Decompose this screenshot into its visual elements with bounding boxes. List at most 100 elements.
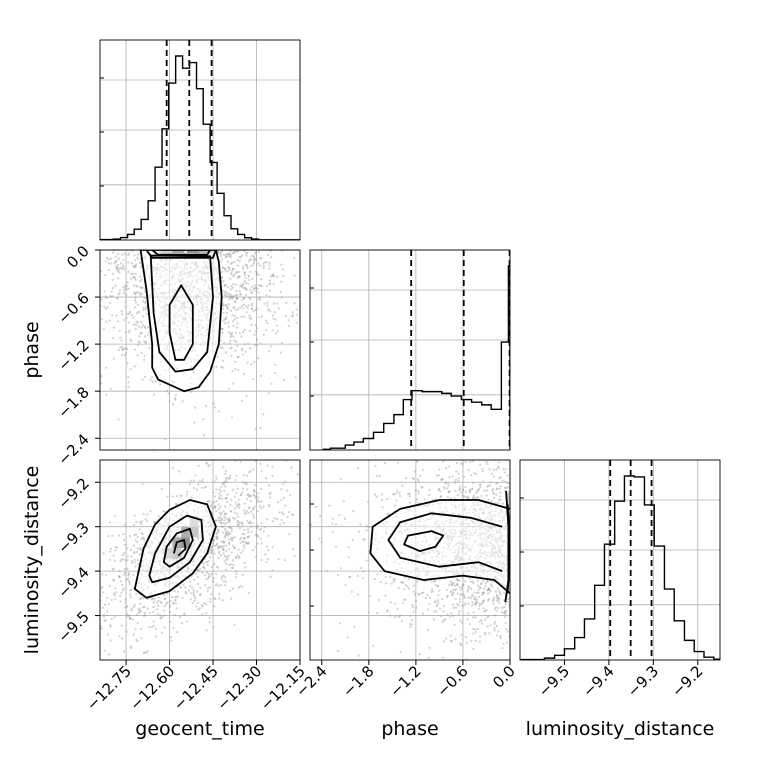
sample-point xyxy=(195,605,198,608)
sample-point xyxy=(237,523,240,527)
sample-point xyxy=(233,546,236,550)
sample-point xyxy=(460,633,463,636)
sample-point xyxy=(239,493,243,496)
sample-point xyxy=(455,588,458,591)
sample-point xyxy=(259,462,262,465)
sample-point xyxy=(384,582,388,585)
sample-point xyxy=(448,491,451,494)
sample-point xyxy=(301,404,303,406)
sample-point xyxy=(256,534,259,537)
sample-point xyxy=(114,598,117,601)
sample-point xyxy=(283,559,287,562)
sample-point xyxy=(193,421,196,424)
sample-point xyxy=(233,251,236,254)
x-tick-label: −9.3 xyxy=(624,662,662,700)
sample-point xyxy=(130,588,133,591)
sample-point xyxy=(143,651,146,654)
sample-point xyxy=(417,501,420,504)
sample-point xyxy=(183,612,186,615)
sample-point xyxy=(437,488,441,491)
sample-point xyxy=(468,623,471,626)
sample-point xyxy=(163,604,166,608)
sample-point xyxy=(245,542,249,545)
sample-point xyxy=(499,485,502,488)
sample-point xyxy=(229,262,232,265)
sample-point xyxy=(130,555,133,558)
sample-point xyxy=(203,602,206,605)
sample-point xyxy=(224,536,227,539)
sample-point xyxy=(208,586,212,589)
sample-point xyxy=(240,284,243,288)
sample-point xyxy=(137,562,140,566)
sample-point xyxy=(208,556,212,559)
sample-point xyxy=(138,528,142,531)
sample-point xyxy=(433,580,436,583)
sample-point xyxy=(269,491,272,494)
sample-point xyxy=(332,374,334,376)
sample-point xyxy=(496,432,498,434)
sample-point xyxy=(461,489,465,492)
sample-point xyxy=(307,452,309,454)
sample-point xyxy=(117,534,121,537)
sample-point xyxy=(229,503,232,506)
sample-point xyxy=(474,595,477,599)
sample-point xyxy=(223,515,226,519)
sample-point xyxy=(412,590,415,593)
sample-point xyxy=(226,480,229,484)
sample-point xyxy=(299,453,301,455)
sample-point xyxy=(174,393,178,396)
sample-point xyxy=(121,554,124,557)
sample-point xyxy=(454,481,457,485)
sample-point xyxy=(241,284,244,287)
sample-point xyxy=(157,515,161,518)
sample-point xyxy=(235,504,239,507)
sample-point xyxy=(196,582,200,585)
panel-grid xyxy=(100,460,301,660)
sample-point xyxy=(130,607,134,610)
y-tick-label: −0.6 xyxy=(54,289,92,327)
sample-point xyxy=(173,613,176,617)
sample-point xyxy=(373,578,376,581)
sample-point xyxy=(259,537,262,540)
sample-point xyxy=(413,593,417,596)
sample-point xyxy=(246,536,250,539)
sample-point xyxy=(216,542,219,546)
sample-point xyxy=(246,488,249,491)
sample-point xyxy=(83,545,85,547)
sample-point xyxy=(481,579,485,582)
sample-point xyxy=(122,265,125,269)
sample-point xyxy=(398,494,402,498)
sample-point xyxy=(214,505,217,509)
sample-point xyxy=(280,341,284,345)
sample-point xyxy=(153,521,156,524)
sample-point xyxy=(205,629,208,632)
sample-point xyxy=(446,486,449,490)
sample-point xyxy=(230,530,233,533)
sample-point xyxy=(94,656,96,658)
sample-point xyxy=(225,517,228,520)
sample-point xyxy=(266,253,270,257)
sample-point xyxy=(394,616,397,619)
sample-point xyxy=(210,548,213,552)
sample-point xyxy=(224,512,227,515)
sample-point xyxy=(253,261,256,264)
sample-point xyxy=(492,492,495,495)
sample-point xyxy=(122,558,125,561)
sample-point xyxy=(231,539,234,542)
sample-point xyxy=(340,567,343,570)
sample-point xyxy=(331,530,335,533)
sample-point xyxy=(171,466,175,469)
sample-point xyxy=(114,546,117,549)
sample-point xyxy=(235,290,238,293)
sample-point xyxy=(121,312,124,316)
sample-point xyxy=(168,604,172,607)
sample-point xyxy=(118,288,121,292)
sample-point xyxy=(142,597,145,600)
sample-point xyxy=(305,461,307,463)
sample-point xyxy=(215,537,218,540)
sample-point xyxy=(282,496,286,500)
sample-point xyxy=(495,634,499,637)
sample-point xyxy=(190,496,193,499)
sample-point xyxy=(155,601,158,605)
sample-point xyxy=(254,483,257,487)
